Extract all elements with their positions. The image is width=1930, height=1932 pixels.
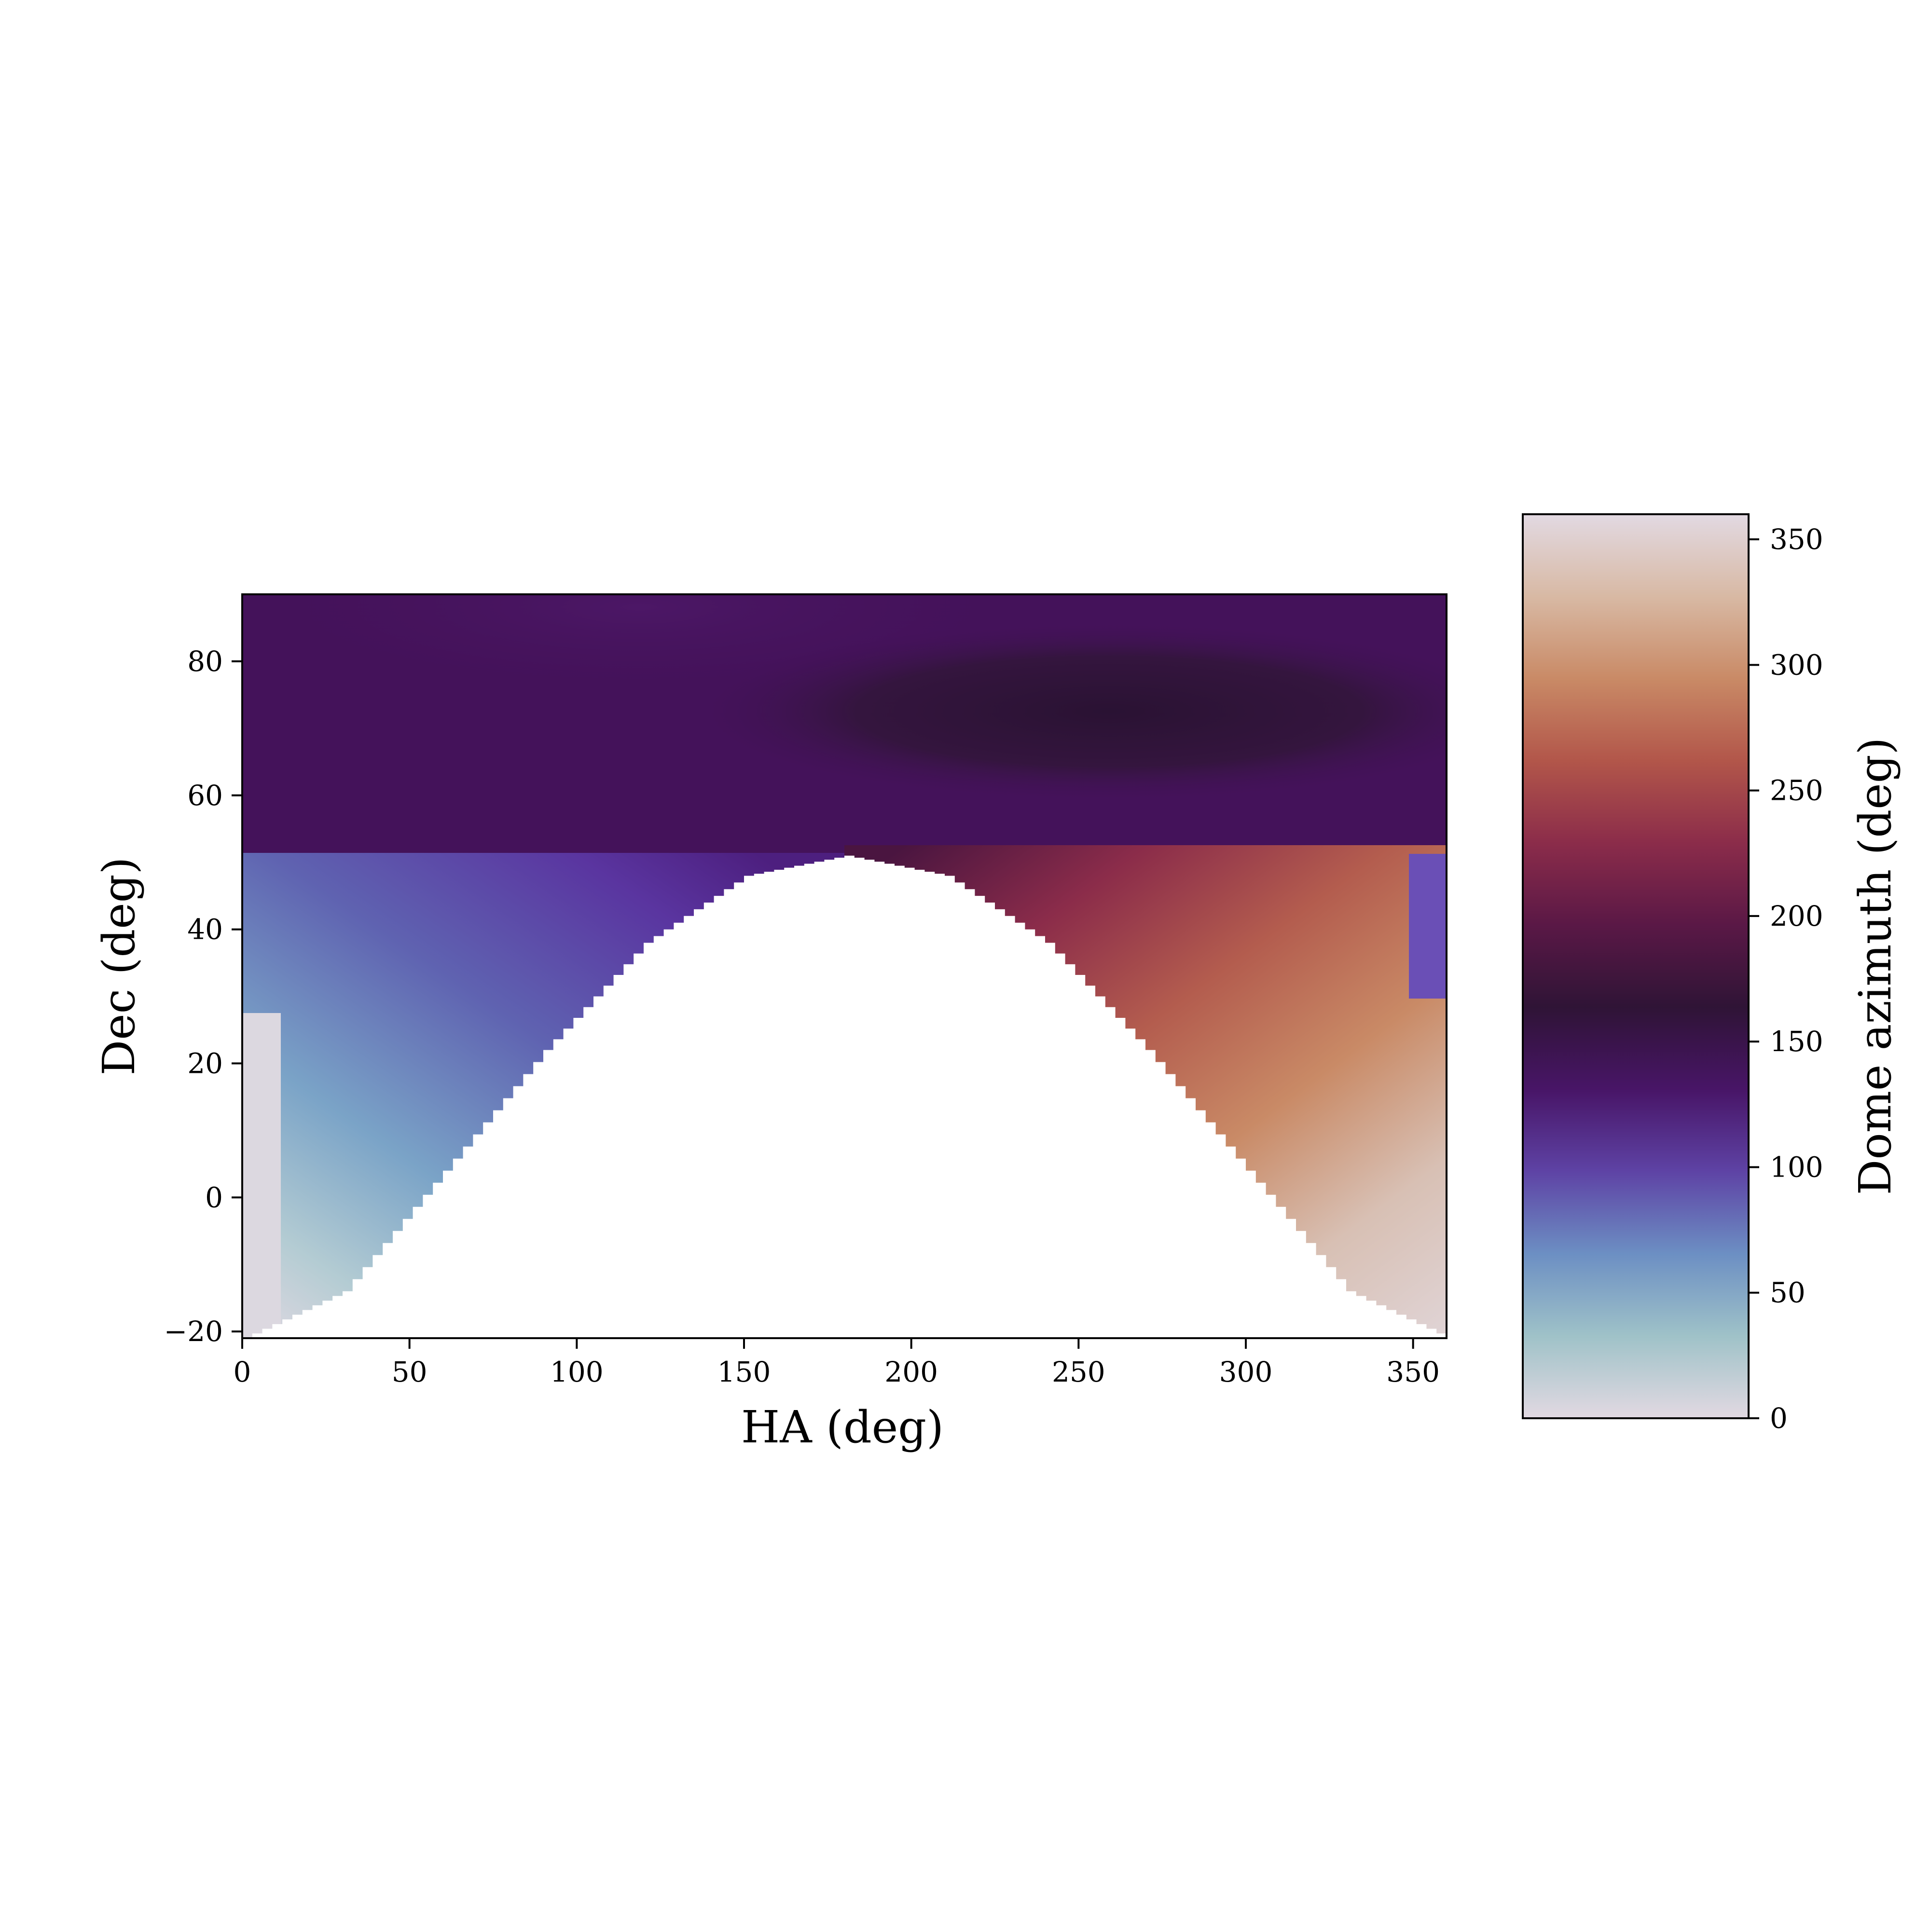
y-tick-label: −20 — [164, 1315, 223, 1348]
colorbar-tick-label: 50 — [1770, 1276, 1806, 1309]
colorbar-tick-label: 250 — [1770, 774, 1823, 807]
colorbar-label: Dome azimuth (deg) — [1849, 738, 1901, 1195]
colorbar-frame — [1522, 513, 1750, 1419]
colorbar-tick-label: 100 — [1770, 1151, 1823, 1183]
heatmap-top-band-dark — [242, 594, 1447, 855]
x-tick-label: 350 — [1386, 1356, 1440, 1388]
x-tick-label: 300 — [1219, 1356, 1273, 1388]
y-tick-label: 0 — [205, 1181, 223, 1214]
colorbar-tick-label: 0 — [1770, 1402, 1788, 1435]
masked-region — [242, 855, 1447, 1338]
x-axis-label: HA (deg) — [741, 1401, 944, 1453]
x-axis-ticks: 0 50 100 150 200 250 300 350 — [234, 1338, 1440, 1388]
x-tick-label: 50 — [392, 1356, 427, 1388]
colorbar-ticks: 0 50 100 150 200 250 300 350 — [1749, 523, 1823, 1435]
plot-area — [242, 594, 1447, 1338]
colorbar-fill — [1523, 514, 1749, 1418]
plot-frame — [241, 593, 1448, 1339]
x-tick-label: 100 — [550, 1356, 604, 1388]
heatmap-left-edge-patch — [242, 1013, 281, 1338]
y-tick-label: 20 — [187, 1047, 223, 1080]
x-tick-label: 200 — [884, 1356, 938, 1388]
colorbar-tick-label: 300 — [1770, 648, 1823, 681]
y-tick-label: 40 — [187, 913, 223, 946]
y-tick-label: 60 — [187, 779, 223, 812]
y-axis-ticks: −20 0 20 40 60 80 — [164, 645, 242, 1348]
x-tick-label: 0 — [234, 1356, 251, 1388]
x-tick-label: 150 — [717, 1356, 771, 1388]
colorbar-tick-label: 150 — [1770, 1025, 1823, 1058]
heatmap-right-edge-patch — [1409, 854, 1447, 999]
x-tick-label: 250 — [1052, 1356, 1105, 1388]
y-tick-label: 80 — [187, 645, 223, 678]
colorbar-tick-label: 350 — [1770, 523, 1823, 556]
y-axis-label: Dec (deg) — [93, 857, 145, 1076]
colorbar-tick-label: 200 — [1770, 900, 1823, 932]
